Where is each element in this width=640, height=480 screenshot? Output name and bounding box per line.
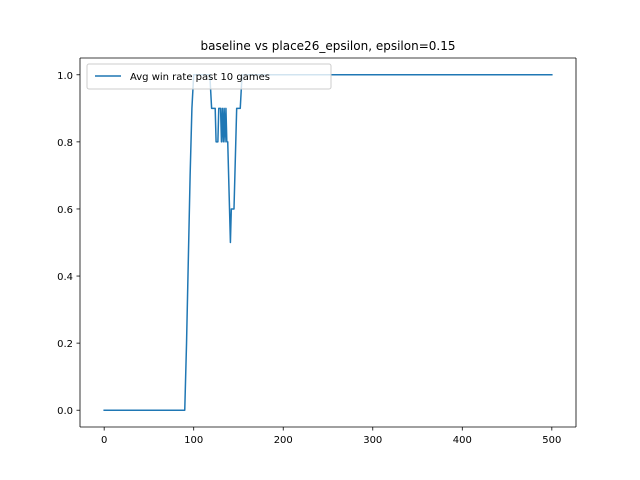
x-tick-label: 400 bbox=[453, 435, 472, 446]
y-tick-label: 0.6 bbox=[57, 205, 73, 216]
chart-title: baseline vs place26_epsilon, epsilon=0.1… bbox=[201, 39, 456, 53]
legend-label: Avg win rate past 10 games bbox=[130, 72, 270, 83]
legend: Avg win rate past 10 games bbox=[86, 63, 332, 90]
x-tick-label: 0 bbox=[101, 435, 107, 446]
y-tick-label: 0.2 bbox=[57, 339, 73, 350]
y-tick-label: 0.8 bbox=[57, 138, 73, 149]
plot-area: 0 100 200 300 400 500 0.0 0.2 0.4 0.6 0.8 1.0 Avg … bbox=[57, 57, 577, 446]
y-tick-label: 0.0 bbox=[57, 406, 73, 417]
x-axis: 0 100 200 300 400 500 bbox=[101, 427, 561, 446]
axes-frame bbox=[79, 57, 577, 428]
x-tick-label: 300 bbox=[363, 435, 382, 446]
y-tick-label: 1.0 bbox=[57, 71, 73, 82]
x-tick-label: 200 bbox=[274, 435, 293, 446]
y-tick-label: 0.4 bbox=[57, 272, 73, 283]
x-tick-label: 500 bbox=[542, 435, 561, 446]
y-axis: 0.0 0.2 0.4 0.6 0.8 1.0 bbox=[57, 71, 80, 417]
legend-box bbox=[86, 63, 332, 90]
axes-background bbox=[80, 58, 576, 427]
x-tick-label: 100 bbox=[184, 435, 203, 446]
